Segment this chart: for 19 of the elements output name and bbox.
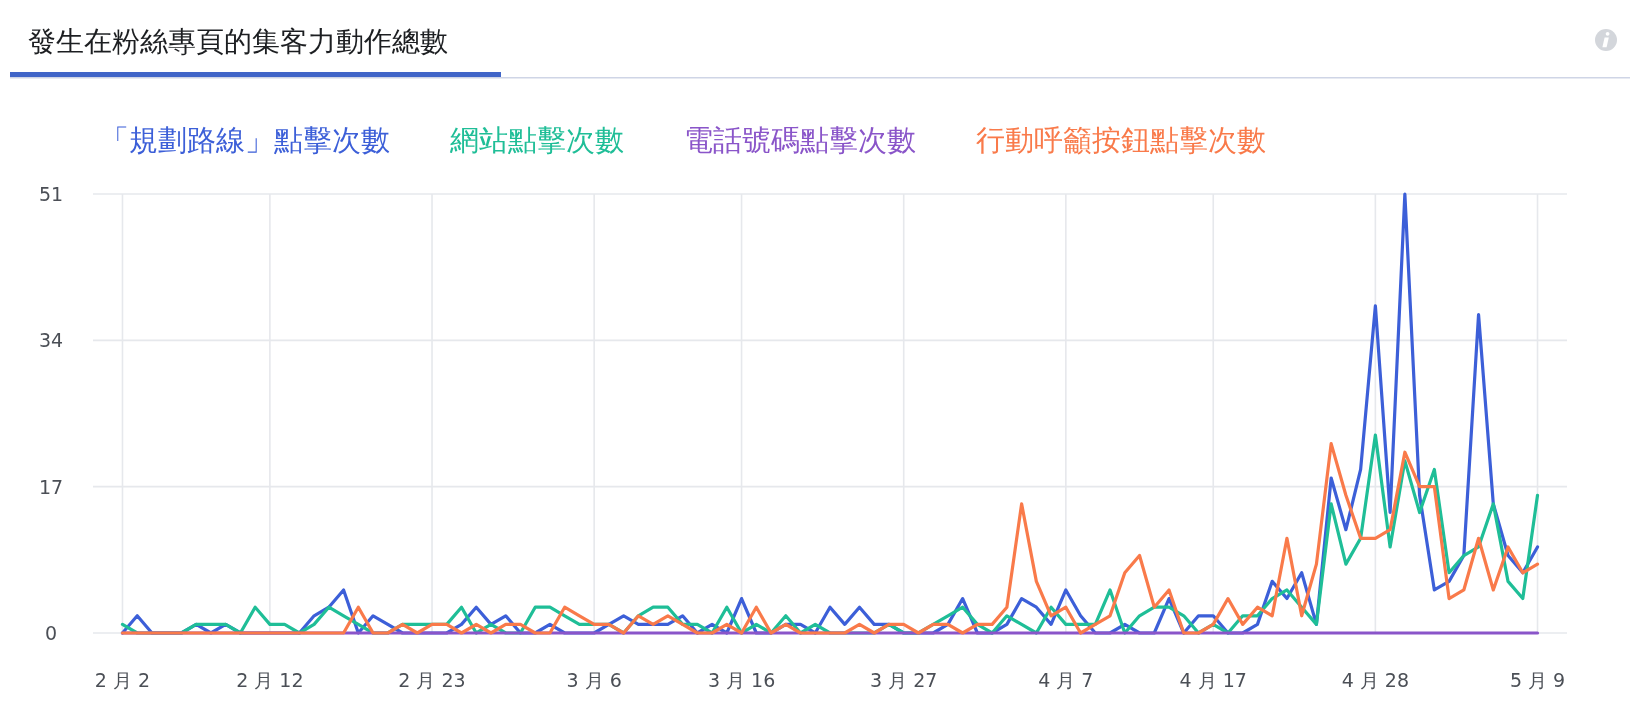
- x-tick-label: 2 月 23: [398, 669, 466, 691]
- text: 行動呼籲按鈕點擊次數: [976, 123, 1266, 157]
- x-tick-label: 4 月 17: [1179, 669, 1247, 691]
- x-tick-label: 3 月 16: [707, 669, 776, 691]
- x-tick-label: 3 月 27: [870, 669, 938, 691]
- x-tick-label: 4 月 7: [1038, 669, 1094, 691]
- y-tick-label: 34: [38, 329, 64, 352]
- y-tick-label: 17: [38, 475, 64, 498]
- y-tick-label: 51: [38, 183, 64, 205]
- text: 網站點擊次數: [449, 123, 624, 157]
- y-tick-label: 0: [44, 622, 58, 644]
- x-tick-label: 4 月 28: [1341, 669, 1410, 691]
- x-tick-label: 3 月 6: [566, 669, 622, 691]
- x-tick-label: 2 月 2: [94, 669, 151, 691]
- text: 電話號碼點擊次數: [684, 123, 916, 157]
- x-tick-label: 5 月 9: [1509, 669, 1566, 691]
- x-tick-label: 2 月 12: [236, 669, 304, 691]
- text: 「規劃路線」點擊次數: [100, 123, 390, 157]
- chart-title: 發生在粉絲專頁的集客力動作總數: [28, 25, 448, 58]
